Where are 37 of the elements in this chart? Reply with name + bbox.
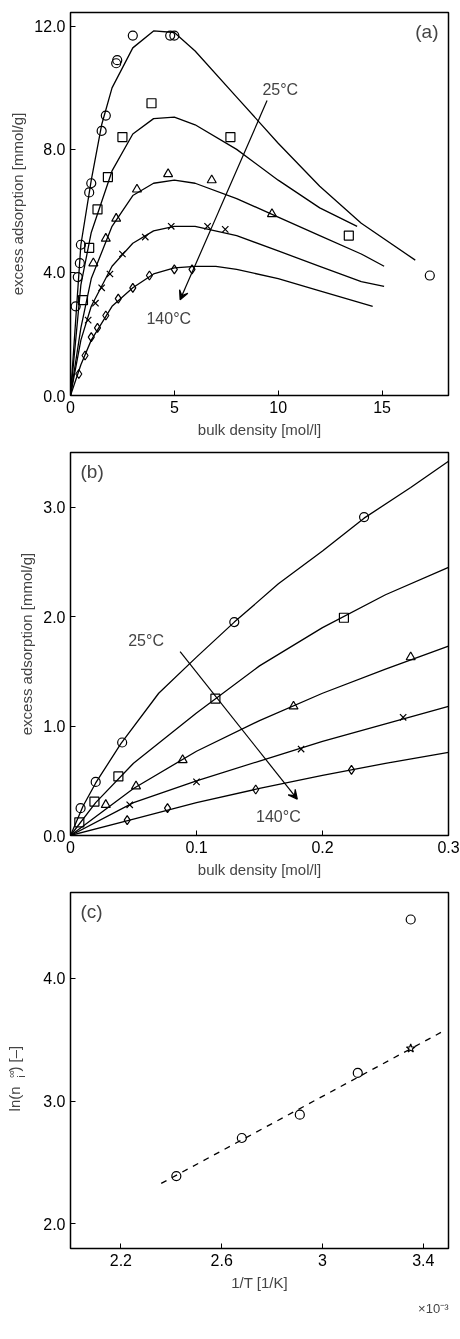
y-tick-label: 4.0 (43, 264, 66, 282)
y-tick-label: 12.0 (34, 18, 66, 36)
x-tick-label: 10 (269, 398, 288, 416)
y-tick-label: 3.0 (43, 499, 66, 517)
x-tick-label: 3 (318, 1251, 328, 1269)
x-tick-label: 0.1 (185, 838, 208, 856)
annotation: 25°C (128, 631, 164, 649)
chart-title: (c) (80, 900, 103, 922)
x-tick-label: 2.2 (109, 1251, 133, 1269)
x-tick-label: 5 (169, 398, 179, 416)
y-tick-label: 3.0 (43, 1093, 66, 1111)
x-axis-title: 1/T [1/K] (231, 1273, 288, 1291)
x-tick-label: 3.4 (412, 1251, 435, 1269)
y-tick-label: 2.0 (43, 608, 66, 626)
y-tick-label: 1.0 (43, 718, 66, 736)
y-tick-label: 8.0 (43, 141, 66, 159)
y-tick-label: 0.0 (43, 827, 66, 845)
chart-title: (a) (415, 20, 439, 42)
x-axis-title: bulk density [mol/l] (197, 860, 322, 878)
text: ×10⁻³ (418, 1300, 450, 1316)
y-axis-title: excess adsorption [mmol/g] (18, 552, 36, 736)
x-axis-title: bulk density [mol/l] (197, 420, 322, 438)
chart-title: (b) (80, 460, 104, 482)
annotation: 140°C (256, 807, 301, 825)
y-tick-label: 2.0 (43, 1215, 66, 1233)
y-axis-title: excess adsorption [mmol/g] (9, 112, 27, 296)
y-tick-label: 0.0 (43, 387, 66, 405)
x-tick-label: 0.3 (437, 838, 460, 856)
x-tick-label: 2.6 (210, 1251, 233, 1269)
x-tick-label: 0 (66, 398, 76, 416)
annotation: 140°C (146, 310, 192, 328)
x-tick-label: 15 (373, 398, 392, 416)
x-tick-label: 0 (66, 838, 76, 856)
y-tick-label: 4.0 (43, 970, 66, 988)
x-tick-label: 0.2 (311, 838, 334, 856)
annotation: 25°C (262, 80, 299, 98)
y-axis-title: ln(ni∞) [–] (5, 1045, 27, 1112)
